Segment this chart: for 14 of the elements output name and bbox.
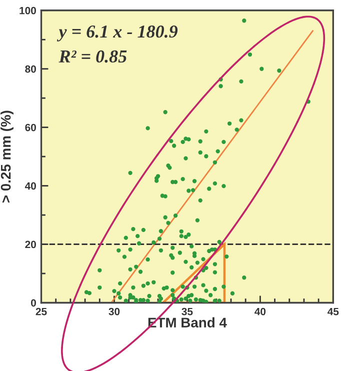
y-tick-label: 60	[25, 124, 36, 132]
x-tick-label: 30	[108, 308, 120, 316]
annotation: R² = 0.85	[58, 50, 127, 63]
y-tick-label: 100	[20, 6, 36, 14]
y-tick-label: 80	[25, 65, 36, 73]
y-axis-title: > 0.25 mm (%)	[0, 110, 14, 202]
y-tick-label: 40	[24, 182, 36, 190]
x-tick-label: 25	[36, 308, 47, 316]
x-tick-label: 45	[328, 308, 339, 316]
annotation: y = 6.1 x - 180.9	[56, 25, 178, 42]
x-tick-label: 40	[254, 308, 266, 316]
y-tick-label: 20	[25, 240, 36, 248]
x-tick-label: 35	[182, 308, 193, 316]
y-tick-label: 0	[31, 299, 36, 307]
